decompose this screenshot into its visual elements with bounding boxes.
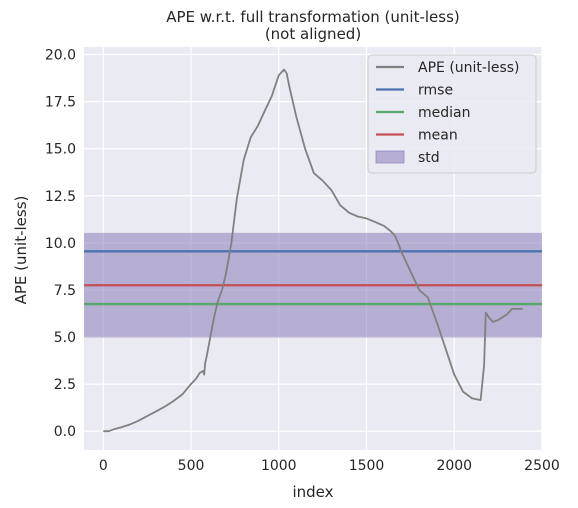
statistic-lines	[84, 250, 542, 306]
x-axis-label: index	[292, 483, 333, 501]
y-tick-label: 7.5	[54, 283, 76, 299]
legend-item-std-swatch	[375, 150, 405, 164]
legend-box	[367, 54, 537, 174]
x-tick-label: 1500	[349, 458, 385, 474]
y-tick-label: 17.5	[45, 95, 76, 111]
y-tick-label: 2.5	[54, 377, 76, 393]
y-tick-label: 12.5	[45, 189, 76, 205]
y-axis-label: APE (unit-less)	[12, 196, 30, 305]
y-tick-label: 5.0	[54, 330, 76, 346]
legend: APE (unit-less) rmse median mean std	[367, 54, 537, 174]
x-tick-label: 2500	[524, 458, 560, 474]
tick-labels: 0 500 1000 1500 2000 2500 0.0 2.5 5.0 7.5 10.0 12.5…	[45, 48, 560, 474]
legend-item-median-label: median	[418, 105, 470, 121]
y-tick-label: 0.0	[54, 424, 76, 440]
legend-item-mean-label: mean	[418, 128, 458, 144]
x-tick-label: 0	[99, 458, 108, 474]
legend-item-std-label: std	[418, 150, 440, 166]
legend-item-rmse-label: rmse	[418, 83, 453, 99]
x-tick-label: 500	[178, 458, 205, 474]
chart-subtitle: (not aligned)	[265, 25, 361, 43]
x-tick-label: 2000	[436, 458, 472, 474]
ape-line	[103, 68, 523, 433]
legend-item-ape-label: APE (unit-less)	[418, 60, 520, 76]
y-tick-label: 10.0	[45, 236, 76, 252]
chart-title: APE w.r.t. full transformation (unit-les…	[166, 8, 460, 26]
x-tick-label: 1000	[261, 458, 297, 474]
y-tick-label: 15.0	[45, 142, 76, 158]
ape-series	[103, 68, 523, 433]
y-tick-label: 20.0	[45, 48, 76, 64]
